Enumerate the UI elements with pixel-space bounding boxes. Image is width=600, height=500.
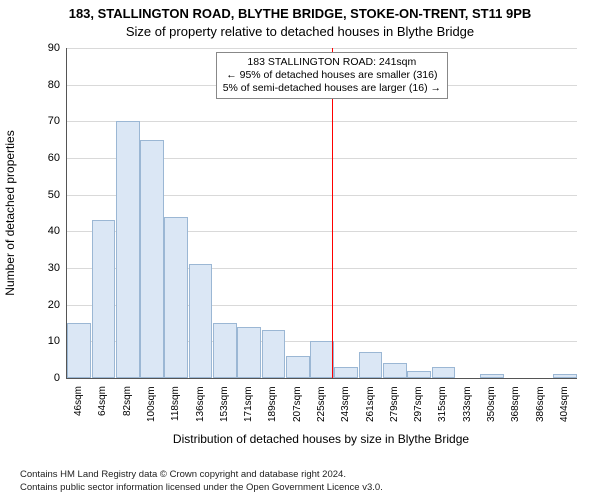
y-tick-label: 60	[30, 152, 60, 164]
footer-attribution: Contains HM Land Registry data © Crown c…	[20, 469, 590, 494]
x-axis-label: Distribution of detached houses by size …	[66, 432, 576, 446]
x-tick-label: 225sqm	[316, 386, 327, 422]
x-tick-label: 243sqm	[340, 386, 351, 422]
x-tick-label: 297sqm	[413, 386, 424, 422]
y-tick-label: 30	[30, 262, 60, 274]
x-tick-label: 82sqm	[122, 386, 133, 416]
x-tick-label: 100sqm	[146, 386, 157, 422]
histogram-bar	[480, 374, 504, 378]
chart-container: 183, STALLINGTON ROAD, BLYTHE BRIDGE, ST…	[0, 0, 600, 500]
histogram-bar	[164, 217, 188, 378]
x-tick-label: 136sqm	[195, 386, 206, 422]
annotation-line: 5% of semi-detached houses are larger (1…	[223, 82, 441, 95]
y-tick-label: 50	[30, 189, 60, 201]
x-tick-label: 368sqm	[510, 386, 521, 422]
histogram-bar	[92, 220, 116, 378]
histogram-bar	[359, 352, 383, 378]
x-tick-label: 171sqm	[243, 386, 254, 422]
histogram-bar	[383, 363, 407, 378]
y-tick-label: 40	[30, 225, 60, 237]
grid-line	[67, 48, 577, 49]
x-tick-label: 64sqm	[97, 386, 108, 416]
plot-area: 183 STALLINGTON ROAD: 241sqm← 95% of det…	[66, 48, 577, 379]
x-tick-label: 46sqm	[73, 386, 84, 416]
histogram-bar	[334, 367, 358, 378]
histogram-bar	[262, 330, 286, 378]
histogram-bar	[237, 327, 261, 378]
histogram-bar	[67, 323, 91, 378]
x-tick-label: 350sqm	[486, 386, 497, 422]
histogram-bar	[286, 356, 310, 378]
y-tick-label: 0	[30, 372, 60, 384]
x-tick-label: 315sqm	[437, 386, 448, 422]
x-tick-label: 404sqm	[559, 386, 570, 422]
chart-title-line2: Size of property relative to detached ho…	[0, 24, 600, 39]
histogram-bar	[432, 367, 456, 378]
y-tick-label: 20	[30, 299, 60, 311]
histogram-bar	[407, 371, 431, 378]
y-tick-label: 80	[30, 79, 60, 91]
x-tick-label: 189sqm	[267, 386, 278, 422]
x-tick-label: 118sqm	[170, 386, 181, 421]
y-tick-label: 70	[30, 115, 60, 127]
histogram-bar	[116, 121, 140, 378]
grid-line	[67, 121, 577, 122]
x-tick-label: 279sqm	[389, 386, 400, 422]
x-tick-label: 153sqm	[219, 386, 230, 422]
histogram-bar	[189, 264, 213, 378]
x-tick-label: 261sqm	[365, 386, 376, 422]
histogram-bar	[140, 140, 164, 378]
y-axis-label: Number of detached properties	[3, 130, 17, 295]
footer-line1: Contains HM Land Registry data © Crown c…	[20, 469, 590, 481]
annotation-line: 183 STALLINGTON ROAD: 241sqm	[223, 56, 441, 69]
histogram-bar	[553, 374, 577, 378]
chart-title-line1: 183, STALLINGTON ROAD, BLYTHE BRIDGE, ST…	[0, 6, 600, 21]
x-tick-label: 386sqm	[535, 386, 546, 422]
footer-line2: Contains public sector information licen…	[20, 482, 590, 494]
x-tick-label: 207sqm	[292, 386, 303, 422]
y-tick-label: 10	[30, 335, 60, 347]
annotation-line: ← 95% of detached houses are smaller (31…	[223, 69, 441, 82]
y-tick-label: 90	[30, 42, 60, 54]
histogram-bar	[310, 341, 334, 378]
histogram-bar	[213, 323, 237, 378]
annotation-box: 183 STALLINGTON ROAD: 241sqm← 95% of det…	[216, 52, 448, 99]
x-tick-label: 333sqm	[462, 386, 473, 422]
